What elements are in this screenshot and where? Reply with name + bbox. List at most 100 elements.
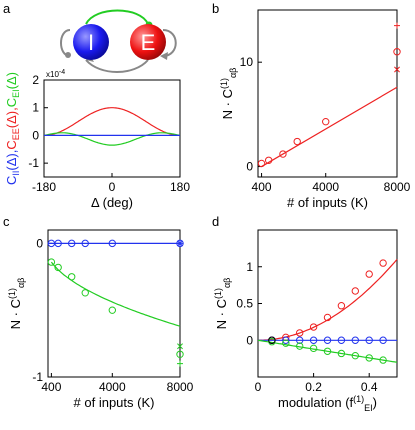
panel-b-ytick-label-0: 0 [246, 160, 253, 174]
panel-b-point-7 [394, 66, 400, 73]
panel-c-frame [47, 229, 181, 378]
panel-d-point-2-2 [296, 342, 304, 350]
panel-d-point-2-6 [351, 351, 359, 360]
panel-c-ytick-label-0: -1 [32, 370, 43, 384]
panel-d-point-0-2 [296, 329, 304, 337]
panel-b-xtick-label-0: 400 [252, 180, 272, 194]
panel-c-point-5 [176, 239, 184, 248]
panel-c-xtick-label-2: 8000 [167, 380, 194, 394]
panel-d-xlabel-close: ) [373, 395, 377, 410]
panel-a-ylabel-part-1: C [4, 140, 19, 149]
panel-a-ytick-label-0: -1 [28, 156, 39, 170]
panel-d-xlabel-sup: (1) [353, 394, 364, 404]
panel-a-ylabel-sub-0: II [11, 171, 21, 176]
excitatory-self-loop-arrow [160, 52, 168, 60]
panel-c-point-4 [108, 239, 117, 248]
panel-d-point-2-7 [365, 354, 373, 362]
panel-b-fit-line [261, 86, 398, 168]
panel-a-series-0 [44, 107, 180, 136]
panel-d-ytick-label-0: 0 [246, 333, 253, 347]
panel-c-ytick-label-1: 0 [36, 236, 43, 250]
panel-b-point-5 [394, 22, 400, 29]
excitatory-node-label: E [141, 30, 156, 55]
panel-d-point-0-6 [351, 287, 359, 295]
panel-d-origin-point [268, 336, 276, 344]
panel-c-point-2 [67, 239, 76, 248]
panel-d-point-0-5 [337, 302, 346, 310]
panel-letter-a: a [3, 1, 11, 16]
panel-c-ylabel: N · C(1)αβ [7, 278, 26, 330]
panel-d-point-2-1 [282, 339, 290, 347]
panel-a-ylabel-tail-2: (Δ) [4, 72, 19, 89]
panel-d-point-1-1 [282, 336, 290, 344]
panel-a-frame [43, 79, 181, 178]
panel-c-xlabel: # of inputs (K) [74, 395, 155, 410]
panel-letter-b: b [212, 1, 219, 16]
panel-b-point-3 [293, 137, 301, 146]
panel-d-ytick-label-1: 0.5 [236, 297, 253, 311]
panel-c-point-10 [67, 273, 76, 281]
panel-a-ylabel: CII(Δ),CEE(Δ),CEI(Δ) [4, 72, 21, 185]
panel-d-ytick-label-2: 1 [246, 260, 253, 274]
panel-d-point-1-4 [323, 336, 332, 344]
panel-c-point-7 [177, 240, 183, 247]
panel-c-point-9 [54, 263, 62, 272]
panel-a-xtick-label-0: -180 [32, 180, 56, 194]
panel-a-xtick-label-1: 0 [109, 180, 116, 194]
panel-d-point-2-5 [337, 349, 346, 358]
panel-c-point-8 [47, 258, 56, 266]
inhibitory-node-label: I [88, 30, 94, 55]
panel-b-ylabel: N · C(1)αβ [219, 68, 238, 120]
network-diagram: I E [60, 9, 177, 73]
panel-a-ytick-label-2: 1 [32, 101, 39, 115]
panel-d-plot: 0 0.2 0.4 0 0.5 1 modulation (f(1)EI) N · C(1)α… [213, 229, 398, 413]
panel-b-xlabel: # of inputs (K) [287, 195, 368, 210]
panel-c-point-15 [177, 360, 183, 367]
panel-d-ylabel: N · C(1)αβ [213, 278, 232, 330]
panel-d-ylabel-sup: (1) [213, 288, 223, 299]
panel-a-ylabel-sub-1: EE [11, 128, 21, 140]
panel-a-ytick-label-1: 0 [32, 128, 39, 142]
panel-d-point-0-3 [309, 323, 318, 331]
panel-d-xlabel-sub: EI [364, 403, 373, 413]
panel-a-scale-exponent: -4 [59, 69, 65, 76]
panel-d-point-1-8 [379, 336, 387, 344]
panel-a-ylabel-sub-2: EI [11, 89, 21, 98]
panel-c-point-13 [177, 343, 183, 350]
panel-b-plot: 400 4000 8000 0 10 # of inputs (K) N · C(1)αβ [219, 9, 411, 210]
panel-b-point-4 [322, 117, 330, 126]
panel-d-fit-line-2 [257, 339, 398, 363]
panel-c-xtick-label-0: 400 [41, 380, 61, 394]
panel-d-point-1-6 [351, 336, 359, 344]
panel-a-ytick-label-3: 2 [32, 73, 39, 87]
panel-d-point-2-4 [323, 347, 332, 355]
panel-d-xtick-label-1: 0.2 [305, 380, 322, 394]
panel-b-ylabel-sup: (1) [219, 78, 229, 89]
i-to-e-connection [85, 59, 149, 73]
panel-d-point-0-4 [323, 313, 332, 322]
panel-d-point-1-7 [365, 336, 373, 344]
panel-c-plot: 400 4000 8000 -1 0 # of inputs (K) N · C(1)αβ [7, 229, 194, 410]
e-to-i-connection [85, 9, 149, 25]
panel-c-point-11 [81, 289, 89, 297]
panel-b-frame [257, 9, 398, 178]
panel-d-xtick-label-0: 0 [255, 380, 262, 394]
panel-b-xtick-label-1: 4000 [312, 180, 339, 194]
panel-b-point-0 [257, 159, 266, 168]
panel-b-ylabel-sub: αβ [228, 68, 238, 78]
panel-a-xlabel: Δ (deg) [91, 195, 133, 210]
panel-d-point-1-3 [309, 336, 318, 344]
panel-a-series-1 [43, 132, 181, 146]
panel-d-xtick-label-2: 0.4 [361, 380, 378, 394]
panel-c-point-1 [54, 239, 62, 248]
panel-a-ylabel-part-2: C [4, 98, 19, 107]
panel-d-point-2-3 [309, 344, 318, 353]
panel-c-point-12 [108, 306, 117, 314]
panel-c-point-3 [81, 239, 89, 248]
panel-b-xtick-label-2: 8000 [384, 180, 411, 194]
panel-c-xtick-label-1: 4000 [99, 380, 126, 394]
panel-d-point-1-2 [296, 336, 304, 344]
panel-a-xtick-label-2: 180 [170, 180, 190, 194]
